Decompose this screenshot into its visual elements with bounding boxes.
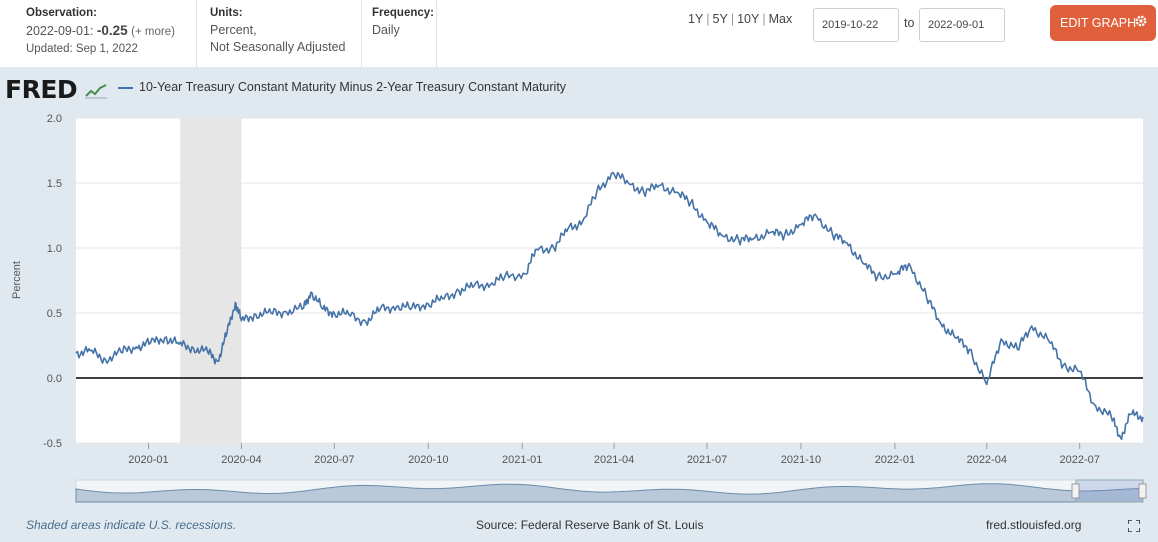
fullscreen-icon[interactable] [1128, 520, 1140, 532]
x-tick-label: 2022-01 [875, 454, 915, 466]
observation-label: Observation: [26, 7, 97, 19]
frequency-label: Frequency: [372, 7, 434, 19]
divider [196, 0, 197, 67]
edit-graph-button[interactable]: EDIT GRAPH [1050, 5, 1156, 41]
frequency-value: Daily [372, 23, 400, 37]
chart-svg: 2.0 1.5 1.0 0.5 0.0 -0.5 Percent 2020-01 2020-04… [11, 113, 1147, 503]
units-label: Units: [210, 7, 243, 19]
x-tick-label: 2021-04 [594, 454, 634, 466]
range-max-link[interactable]: Max [768, 12, 793, 26]
navigator-handle-right[interactable] [1138, 483, 1147, 499]
y-tick-label: 0.0 [47, 373, 62, 385]
fred-logo[interactable]: FRED [5, 75, 108, 104]
x-tick-label: 2020-04 [221, 454, 261, 466]
navigator-area [75, 483, 1144, 503]
range-1y-link[interactable]: 1Y [688, 12, 704, 26]
x-tick-label: 2022-07 [1060, 454, 1100, 466]
observation-block: Observation: 2022-09-01: -0.25 (+ more) … [26, 5, 175, 58]
chart-panel: 2.0 1.5 1.0 0.5 0.0 -0.5 Percent 2020-01 2020-04… [0, 67, 1158, 542]
observation-line: 2022-09-01: -0.25 (+ more) [26, 22, 175, 41]
site-link[interactable]: fred.stlouisfed.org [986, 518, 1082, 532]
series-line [75, 171, 1144, 441]
x-tick-label: 2020-07 [314, 454, 354, 466]
legend-label: 10-Year Treasury Constant Maturity Minus… [139, 80, 567, 94]
start-date-input[interactable]: 2019-10-22 [813, 8, 899, 42]
x-tick-label: 2020-01 [128, 454, 168, 466]
legend-swatch [118, 86, 133, 89]
plot-area [76, 118, 1143, 443]
recession-shade [180, 118, 242, 443]
units-line1: Percent, [210, 23, 257, 37]
top-info-bar: Observation: 2022-09-01: -0.25 (+ more) … [0, 0, 1158, 67]
chart-trend-icon [85, 83, 108, 99]
range-5y-link[interactable]: 5Y [712, 12, 728, 26]
y-tick-label: -0.5 [43, 438, 62, 450]
updated-date: Updated: Sep 1, 2022 [26, 43, 138, 55]
observation-date: 2022-09-01: [26, 24, 94, 38]
units-line2: Not Seasonally Adjusted [210, 40, 346, 54]
x-tick-label: 2021-10 [781, 454, 821, 466]
series-legend: 10-Year Treasury Constant Maturity Minus… [118, 80, 566, 94]
fred-logo-text: FRED [5, 75, 78, 104]
observation-value: -0.25 [96, 23, 128, 38]
to-label: to [904, 16, 915, 30]
x-tick-label: 2020-10 [408, 454, 448, 466]
gear-icon [1135, 15, 1147, 27]
edit-graph-label: EDIT GRAPH [1060, 16, 1137, 30]
y-axis-label: Percent [11, 261, 23, 299]
y-tick-label: 0.5 [47, 308, 62, 320]
range-10y-link[interactable]: 10Y [737, 12, 760, 26]
y-tick-label: 2.0 [47, 113, 62, 125]
frequency-block: Frequency: Daily [372, 5, 434, 39]
divider [361, 0, 362, 67]
y-tick-label: 1.0 [47, 243, 62, 255]
y-tick-label: 1.5 [47, 178, 62, 190]
end-date-input[interactable]: 2022-09-01 [919, 8, 1005, 42]
x-tick-label: 2021-07 [687, 454, 727, 466]
x-tick-label: 2022-04 [967, 454, 1007, 466]
divider [436, 0, 437, 67]
source-text: Source: Federal Reserve Bank of St. Loui… [476, 518, 704, 532]
recession-note: Shaded areas indicate U.S. recessions. [26, 518, 237, 532]
more-link[interactable]: (+ more) [131, 26, 175, 38]
navigator-selection [1075, 479, 1144, 503]
units-block: Units: Percent, Not Seasonally Adjusted [210, 5, 346, 56]
navigator-handle-left[interactable] [1071, 483, 1080, 499]
range-links: 1Y | 5Y | 10Y | Max [688, 12, 793, 26]
x-tick-label: 2021-01 [502, 454, 542, 466]
